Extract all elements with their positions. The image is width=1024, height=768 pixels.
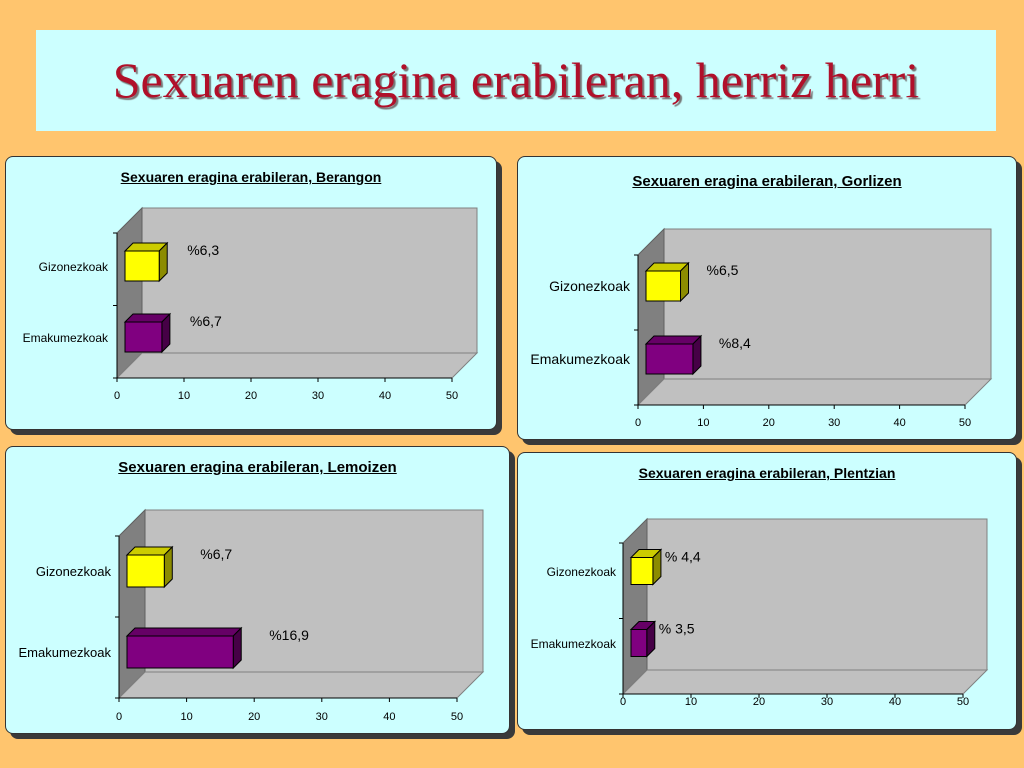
bar-top-face	[125, 627, 243, 637]
chart-title: Sexuaren eragina erabileran, Lemoizen	[118, 459, 397, 476]
x-tick-label: 50	[957, 696, 969, 708]
x-tick-label: 0	[116, 711, 122, 723]
chart-title: Sexuaren eragina erabileran, Plentzian	[638, 465, 896, 481]
x-tick-label: 30	[312, 390, 324, 402]
x-tick-label: 50	[446, 390, 458, 402]
x-tick-label: 10	[697, 417, 709, 429]
x-tick-label: 10	[685, 696, 697, 708]
x-tick-label: 20	[245, 390, 257, 402]
chart-title: Sexuaren eragina erabileran, Gorlizen	[632, 173, 902, 190]
category-label: Gizonezkoak	[549, 278, 631, 294]
chart-panel-berango: Sexuaren eragina erabileran, Berangon 0 1…	[5, 156, 497, 430]
x-tick-label: 20	[248, 711, 260, 723]
chart-plot: 0 10 20 30 40 50 %6,7 Gizonezkoak %16,9 Emakumezk…	[19, 508, 485, 723]
x-tick-label: 40	[893, 417, 905, 429]
category-label: Emakumezkoak	[531, 637, 617, 651]
x-tick-label: 0	[114, 390, 120, 402]
x-tick-label: 50	[959, 417, 971, 429]
x-tick-label: 30	[316, 711, 328, 723]
chart-panel-gorliz: Sexuaren eragina erabileran, Gorlizen 0 1…	[517, 156, 1017, 440]
bar-gizonezkoak	[645, 270, 682, 302]
bar-emakumezkoak	[645, 343, 694, 375]
category-label: Emakumezkoak	[19, 645, 112, 660]
data-label: % 4,4	[665, 549, 701, 565]
chart-plot: 0 10 20 30 40 50 % 4,4 Gizonezkoak % 3,5 Emakumez…	[531, 517, 989, 708]
slide-title-box: Sexuaren eragina erabileran, herriz herr…	[36, 30, 996, 131]
chart-back-wall	[663, 228, 992, 380]
chart-side-wall	[118, 508, 146, 700]
chart-floor	[621, 669, 989, 695]
category-label: Gizonezkoak	[547, 565, 617, 579]
chart-plot: 0 10 20 30 40 50 %6,3 Gizonezkoak %6,7 Emakumezko…	[23, 206, 479, 402]
chart-back-wall	[141, 207, 478, 354]
x-tick-label: 40	[383, 711, 395, 723]
data-label: %6,7	[190, 313, 222, 329]
chart-back-wall	[646, 518, 988, 671]
x-tick-label: 50	[451, 711, 463, 723]
data-label: %6,3	[187, 242, 219, 258]
bar-chart: 0 10 20 30 40 50 %6,7 Gizonezkoak %16,9 Emakumezk…	[19, 508, 485, 723]
bar-chart: 0 10 20 30 40 50 %6,5 Gizonezkoak %8,4 Emakumezko…	[530, 227, 993, 429]
chart-panel-plentzia: Sexuaren eragina erabileran, Plentzian 0…	[517, 452, 1017, 730]
x-tick-label: 40	[889, 696, 901, 708]
x-tick-label: 20	[753, 696, 765, 708]
category-label: Emakumezkoak	[23, 331, 109, 345]
data-label: %6,5	[707, 262, 739, 278]
category-label: Gizonezkoak	[36, 564, 112, 579]
x-tick-label: 20	[763, 417, 775, 429]
chart-floor	[636, 378, 993, 406]
x-tick-label: 0	[620, 696, 626, 708]
data-label: % 3,5	[659, 621, 695, 637]
chart-floor	[117, 671, 485, 699]
x-tick-label: 10	[180, 711, 192, 723]
chart-side-wall	[622, 517, 648, 696]
x-tick-label: 10	[178, 390, 190, 402]
chart-floor	[115, 352, 479, 379]
data-label: %8,4	[719, 335, 751, 351]
bar-emakumezkoak	[630, 629, 648, 657]
bar-emakumezkoak	[126, 635, 234, 669]
bar-gizonezkoak	[630, 557, 654, 585]
chart-panel-lemoiz: Sexuaren eragina erabileran, Lemoizen 0 1…	[5, 446, 510, 734]
data-label: %6,7	[200, 546, 232, 562]
slide-title: Sexuaren eragina erabileran, herriz herr…	[112, 52, 920, 108]
bar-chart: 0 10 20 30 40 50 %6,3 Gizonezkoak %6,7 Emakumezko…	[23, 206, 479, 402]
category-label: Emakumezkoak	[530, 351, 631, 367]
x-tick-label: 40	[379, 390, 391, 402]
bar-emakumezkoak	[124, 321, 163, 353]
x-tick-label: 30	[828, 417, 840, 429]
x-tick-label: 30	[821, 696, 833, 708]
chart-side-wall	[637, 227, 665, 407]
bar-gizonezkoak	[124, 250, 160, 282]
bar-chart: 0 10 20 30 40 50 % 4,4 Gizonezkoak % 3,5 Emakumez…	[531, 517, 989, 708]
category-label: Gizonezkoak	[39, 260, 109, 274]
bar-top-face	[644, 335, 703, 345]
bar-gizonezkoak	[126, 554, 165, 588]
chart-title: Sexuaren eragina erabileran, Berangon	[120, 169, 382, 185]
x-tick-label: 0	[635, 417, 641, 429]
data-label: %16,9	[269, 627, 309, 643]
chart-plot: 0 10 20 30 40 50 %6,5 Gizonezkoak %8,4 Emakumezko…	[530, 227, 993, 429]
